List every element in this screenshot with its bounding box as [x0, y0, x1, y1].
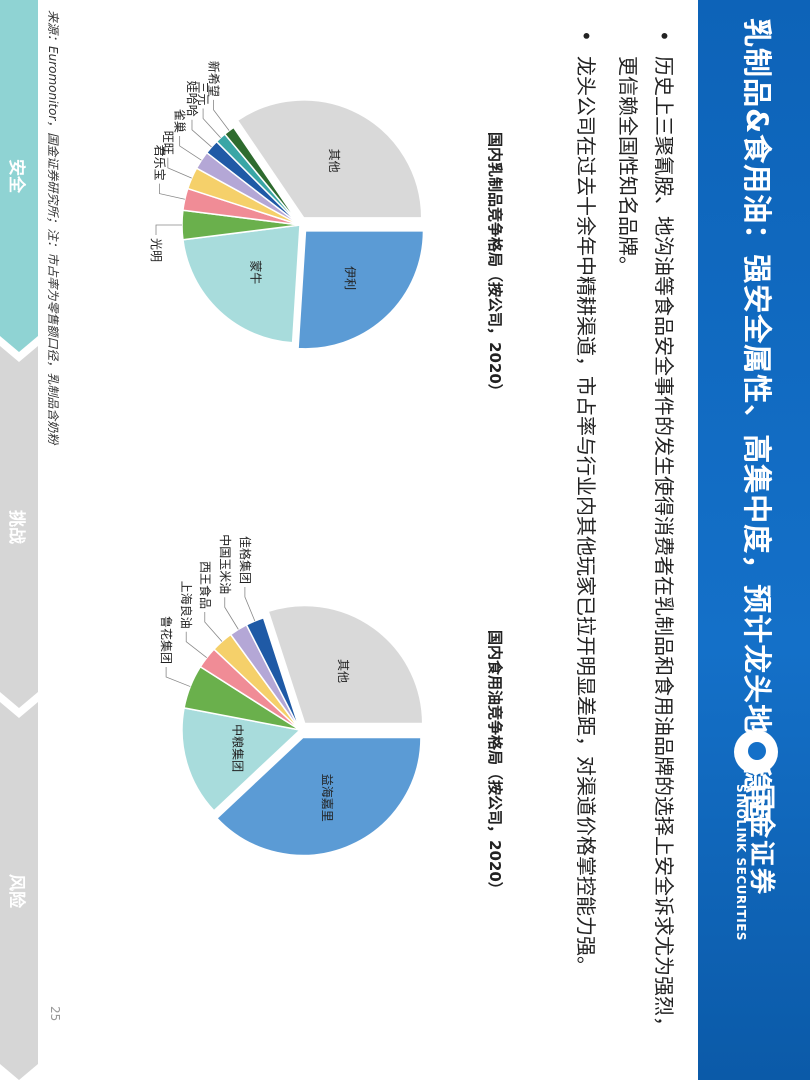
- pie-slice: [267, 604, 424, 725]
- nav-tab-label: 挑战: [6, 510, 26, 544]
- slice-label: 佳格集团: [238, 536, 253, 584]
- leader-line: [213, 99, 230, 131]
- company-logo: 国金证券 SINOLINK SECURITIES: [722, 730, 782, 1060]
- slice-label: 伊利: [343, 266, 357, 290]
- nav-tab-risk[interactable]: 风险: [0, 702, 38, 1080]
- pie-slice: [236, 99, 423, 219]
- page-number: 25: [48, 1006, 62, 1022]
- bullet-point: 龙头公司在过去十余年中精耕渠道，市占率与行业内其他玩家已拉开明显差距，对渠道价格…: [568, 30, 604, 1050]
- pie-slice: [297, 230, 425, 350]
- pie-slice: [199, 648, 301, 731]
- pie-slice: [245, 616, 301, 731]
- pie-slice: [195, 151, 301, 226]
- leader-line: [165, 666, 191, 687]
- slice-label: 西王食品: [198, 561, 213, 609]
- slice-label: 上海良油: [179, 581, 194, 629]
- pie-slice: [223, 126, 301, 226]
- pie-slice: [186, 167, 301, 226]
- pie-slice: [182, 224, 301, 344]
- pie-slice: [205, 140, 301, 226]
- slice-label: 中粮集团: [231, 724, 246, 772]
- logo-en-text: SINOLINK SECURITIES: [734, 784, 748, 942]
- oil-chart-title: 国内食用油竞争格局（按公司，2020）: [486, 630, 504, 897]
- slice-label: 鲁花集团: [159, 616, 174, 664]
- leader-line: [244, 586, 256, 622]
- pie-slice: [212, 633, 301, 731]
- nav-tab-challenge[interactable]: 挑战: [0, 346, 38, 708]
- slice-label: 益海嘉里: [320, 774, 335, 822]
- slice-label: 光明: [149, 238, 163, 262]
- slide-title: 乳制品&食用油：强安全属性、高集中度，预计龙头地位稳固: [740, 18, 774, 825]
- pie-slice: [182, 187, 301, 226]
- slice-label: 中国玉米油: [218, 534, 233, 594]
- slice-label: 蒙牛: [249, 260, 264, 284]
- slice-label: 三元: [196, 81, 210, 105]
- logo-cn-text: 国金证券: [746, 784, 776, 897]
- bullet-point: 历史上三聚氰胺、地沟油等食品安全事件的发生使得消费者在乳制品和食用油品牌的选择上…: [610, 30, 682, 1050]
- leader-line: [224, 597, 239, 630]
- pie-slice: [181, 707, 302, 812]
- leader-line: [179, 135, 202, 161]
- logo-icon: [734, 730, 778, 774]
- source-note: 来源：Euromonitor，国金证券研究所；注：市占率为零售额口径，乳制品含奶…: [46, 10, 60, 445]
- leader-line: [155, 224, 182, 235]
- leader-line: [167, 157, 192, 179]
- pie-slice: [215, 736, 422, 857]
- header-bar: 乳制品&食用油：强安全属性、高集中度，预计龙头地位稳固 国金证券 SINOLIN…: [698, 0, 810, 1080]
- leader-line: [202, 108, 221, 138]
- leader-line: [185, 631, 208, 658]
- pie-slice: [181, 209, 301, 241]
- slice-label: 其他: [336, 659, 350, 683]
- pie-slice: [229, 623, 301, 731]
- pie-slice: [215, 133, 301, 226]
- leader-line: [159, 183, 185, 200]
- nav-tab-label: 安全: [6, 159, 26, 193]
- slice-label: 其他: [327, 149, 341, 173]
- slice-label: 君乐宝: [152, 145, 166, 181]
- nav-tab-label: 风险: [6, 874, 26, 908]
- pie-slice: [183, 665, 301, 731]
- leader-line: [204, 611, 223, 642]
- slice-label: 娃哈哈: [185, 81, 199, 117]
- nav-tab-safety[interactable]: 安全: [0, 0, 38, 352]
- dairy-chart-title: 国内乳制品竞争格局（按公司，2020）: [486, 132, 504, 399]
- bullet-list: 历史上三聚氰胺、地沟油等食品安全事件的发生使得消费者在乳制品和食用油品牌的选择上…: [562, 30, 682, 1050]
- slice-label: 雀巢: [173, 109, 187, 133]
- section-nav: 安全 挑战 风险: [0, 0, 38, 1080]
- leader-line: [191, 119, 212, 148]
- slice-label: 新希望: [207, 61, 222, 97]
- slice-label: 旺旺: [161, 131, 175, 155]
